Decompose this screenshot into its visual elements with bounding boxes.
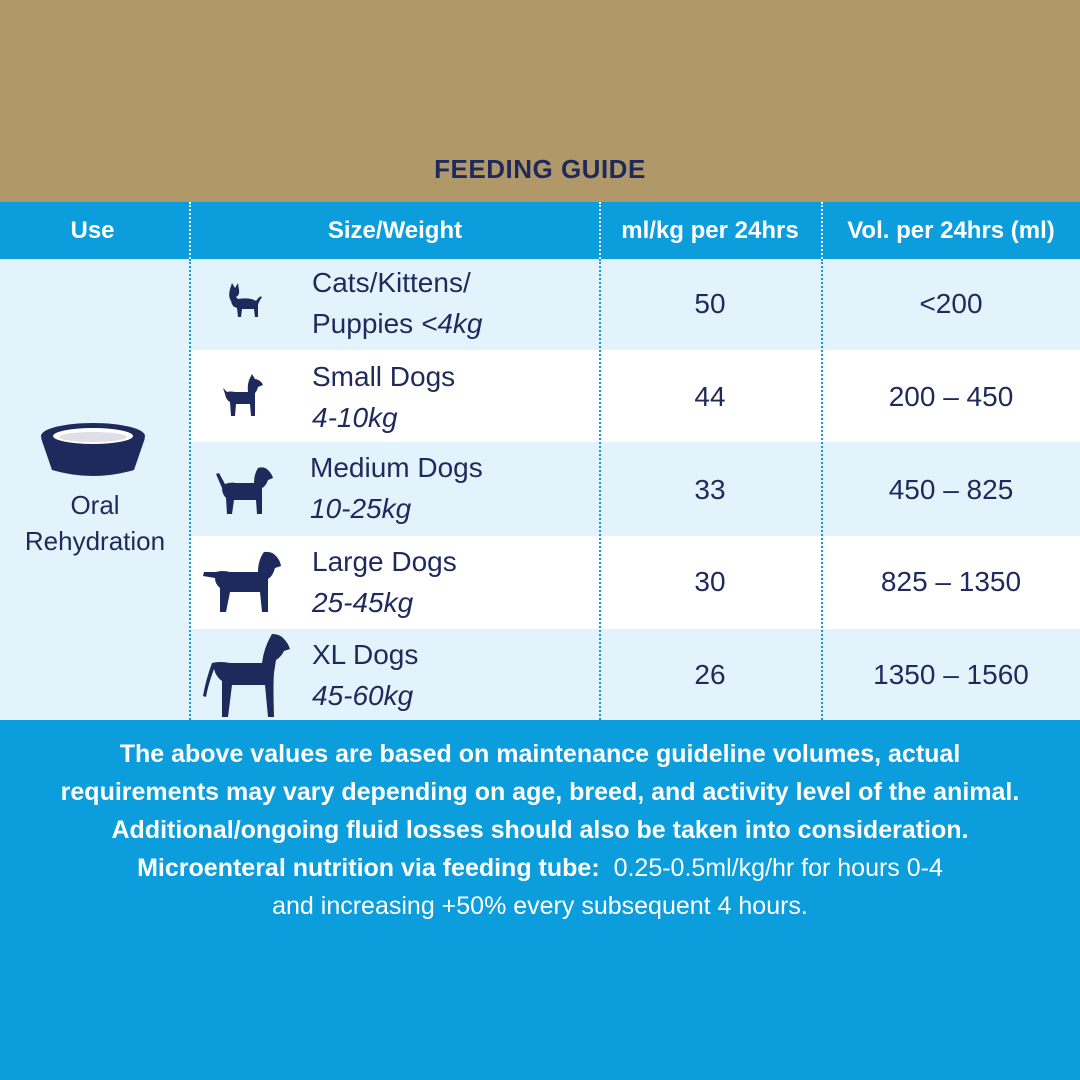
size-name: Medium Dogs <box>310 452 483 483</box>
small-dog-icon <box>223 374 263 416</box>
header-divider <box>821 202 823 259</box>
column-divider <box>599 259 601 720</box>
header-divider <box>599 202 601 259</box>
ml-per-kg-value: 44 <box>694 381 726 412</box>
size-name: XL Dogs <box>312 639 419 670</box>
table-body: Oral Rehydration Cats/Kittens/ Puppies <… <box>0 259 1080 720</box>
cat-icon <box>229 283 262 317</box>
xl-dog-icon <box>203 634 290 717</box>
header-size-weight: Size/Weight <box>327 217 463 244</box>
footer-line: Additional/ongoing fluid losses should a… <box>111 816 969 844</box>
use-label-line2: Rehydration <box>24 526 166 556</box>
volume-value: 1350 – 1560 <box>873 659 1029 690</box>
size-weight: 45-60kg <box>312 680 414 711</box>
use-label-line1: Oral <box>70 490 120 520</box>
page-title: FEEDING GUIDE <box>434 154 646 184</box>
size-weight: 25-45kg <box>312 587 414 618</box>
footer-line: and increasing +50% every subsequent 4 h… <box>272 892 808 920</box>
column-divider <box>821 259 823 720</box>
column-divider <box>189 259 191 720</box>
bowl-icon <box>41 423 145 476</box>
volume-value: 825 – 1350 <box>880 566 1022 597</box>
ml-per-kg-value: 30 <box>694 566 726 597</box>
header-ml-per-kg: ml/kg per 24hrs <box>621 217 799 244</box>
size-name: Small Dogs <box>312 361 456 392</box>
footer-note: The above values are based on maintenanc… <box>0 720 1080 1080</box>
medium-dog-icon <box>216 467 273 514</box>
size-name: Large Dogs <box>312 546 457 577</box>
table-row: Medium Dogs 10-25kg 33 450 – 825 <box>190 442 1080 536</box>
ml-per-kg-value: 26 <box>694 659 726 690</box>
table-row: Cats/Kittens/ Puppies <4kg 50 <200 <box>190 259 1080 350</box>
large-dog-icon <box>203 551 281 612</box>
ml-per-kg-value: 33 <box>694 474 726 505</box>
table-row: Small Dogs 4-10kg 44 200 – 450 <box>190 350 1080 442</box>
header-use: Use <box>70 217 115 244</box>
feeding-tube-label: Microenteral nutrition via feeding tube: <box>137 854 600 882</box>
table-row: XL Dogs 45-60kg 26 1350 – 1560 <box>190 629 1080 720</box>
header-volume: Vol. per 24hrs (ml) <box>847 217 1055 244</box>
volume-value: 200 – 450 <box>888 381 1014 412</box>
use-cell: Oral Rehydration <box>0 259 190 720</box>
table-row: Large Dogs 25-45kg 30 825 – 1350 <box>190 536 1080 629</box>
size-weight: 10-25kg <box>310 493 412 524</box>
header-divider <box>189 202 191 259</box>
size-name: Cats/Kittens/ <box>312 267 471 298</box>
feeding-tube-rate: 0.25-0.5ml/kg/hr for hours 0-4 <box>613 854 943 882</box>
ml-per-kg-value: 50 <box>694 288 726 319</box>
size-weight-prefix: Puppies <box>312 308 421 339</box>
footer-line: requirements may vary depending on age, … <box>60 778 1020 806</box>
volume-value: 450 – 825 <box>888 474 1014 505</box>
use-label: Oral Rehydration <box>0 487 190 559</box>
title-banner: FEEDING GUIDE <box>0 0 1080 202</box>
footer-line: The above values are based on maintenanc… <box>119 740 961 768</box>
size-weight-value: <4kg <box>420 308 483 339</box>
footer-line: Microenteral nutrition via feeding tube:… <box>0 854 1080 883</box>
size-weight: Puppies <4kg <box>312 308 482 340</box>
size-weight: 4-10kg <box>312 402 398 433</box>
volume-value: <200 <box>919 288 983 319</box>
table-header-row: Use Size/Weight ml/kg per 24hrs Vol. per… <box>0 202 1080 259</box>
